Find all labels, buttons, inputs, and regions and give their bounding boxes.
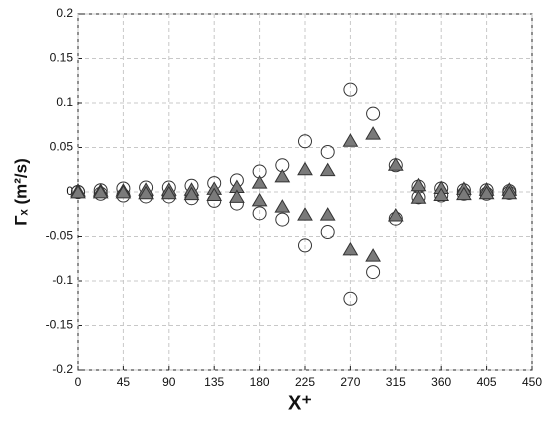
triangle-point bbox=[365, 248, 381, 262]
triangle-point bbox=[297, 207, 313, 221]
circle-point bbox=[275, 212, 290, 227]
x-tick-label: 90 bbox=[162, 375, 176, 389]
triangle-point bbox=[274, 199, 291, 213]
y-tick-label: 0.05 bbox=[50, 140, 74, 154]
triangle-point bbox=[297, 161, 313, 176]
x-tick-label: 405 bbox=[477, 375, 497, 389]
circle-point bbox=[343, 82, 358, 97]
x-tick-label: 0 bbox=[75, 375, 82, 389]
y-tick-label: 0.15 bbox=[50, 51, 74, 65]
y-tick-label: -0.2 bbox=[52, 362, 73, 376]
triangle-point bbox=[478, 185, 495, 200]
triangle-point bbox=[229, 189, 245, 203]
triangle-point bbox=[251, 175, 268, 189]
circle-point bbox=[320, 144, 335, 159]
circle-point bbox=[298, 238, 312, 253]
triangle-point bbox=[206, 187, 223, 202]
triangle-point bbox=[387, 208, 404, 222]
triangle-point bbox=[433, 187, 450, 202]
x-axis-label: X⁺ bbox=[288, 392, 312, 414]
triangle-point bbox=[342, 133, 359, 147]
y-axis-label: Γₓ (m²/s) bbox=[11, 158, 30, 225]
circle-point bbox=[252, 206, 267, 221]
y-tick-label: 0.1 bbox=[56, 95, 73, 109]
circle-point bbox=[366, 265, 381, 280]
triangle-point bbox=[319, 207, 336, 221]
x-tick-label: 360 bbox=[431, 375, 451, 389]
circle-point bbox=[366, 106, 381, 121]
x-tick-label: 45 bbox=[117, 375, 131, 389]
triangle-point bbox=[251, 192, 268, 207]
x-tick-label: 180 bbox=[250, 375, 270, 389]
triangle-point bbox=[342, 241, 359, 256]
triangle-point bbox=[160, 185, 177, 200]
triangle-point bbox=[183, 186, 200, 201]
triangle-point bbox=[365, 126, 381, 140]
triangle-point bbox=[387, 157, 404, 171]
triangle-point bbox=[274, 168, 291, 183]
y-tick-label: -0.05 bbox=[46, 229, 74, 243]
x-tick-label: 315 bbox=[386, 375, 406, 389]
y-tick-label: 0 bbox=[66, 184, 73, 198]
x-tick-label: 450 bbox=[522, 375, 542, 389]
triangle-point bbox=[456, 186, 472, 201]
y-tick-label: -0.1 bbox=[52, 273, 73, 287]
y-tick-label: 0.2 bbox=[56, 6, 73, 20]
x-tick-label: 135 bbox=[204, 375, 224, 389]
circle-point bbox=[320, 225, 335, 240]
circle-point bbox=[298, 134, 312, 149]
triangle-point bbox=[501, 185, 518, 200]
circle-point bbox=[343, 291, 358, 306]
y-tick-label: -0.15 bbox=[46, 318, 74, 332]
triangle-point bbox=[138, 185, 154, 200]
triangle-point bbox=[410, 190, 427, 204]
triangle-point bbox=[319, 162, 336, 177]
triangle-point bbox=[70, 184, 86, 199]
triangle-point bbox=[92, 184, 109, 199]
x-tick-label: 270 bbox=[340, 375, 360, 389]
x-tick-label: 225 bbox=[295, 375, 315, 389]
triangle-point bbox=[115, 184, 132, 199]
